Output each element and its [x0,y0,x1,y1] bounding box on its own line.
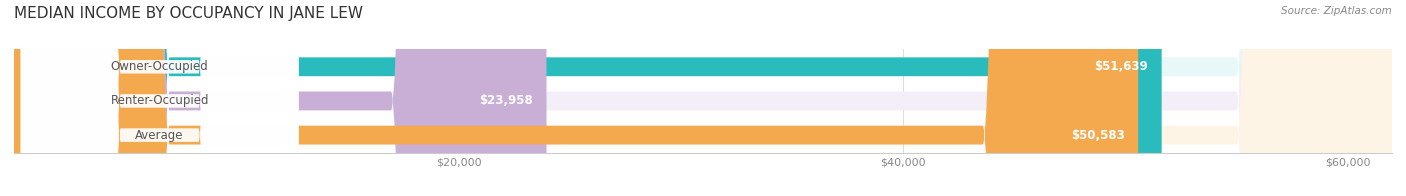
FancyBboxPatch shape [14,0,1139,196]
Text: MEDIAN INCOME BY OCCUPANCY IN JANE LEW: MEDIAN INCOME BY OCCUPANCY IN JANE LEW [14,6,363,21]
Text: $23,958: $23,958 [479,94,533,107]
FancyBboxPatch shape [21,0,298,196]
Text: Source: ZipAtlas.com: Source: ZipAtlas.com [1281,6,1392,16]
Text: Average: Average [135,129,184,142]
FancyBboxPatch shape [14,0,547,196]
Text: $51,639: $51,639 [1095,60,1149,73]
Text: Renter-Occupied: Renter-Occupied [111,94,209,107]
FancyBboxPatch shape [21,0,298,196]
Text: Owner-Occupied: Owner-Occupied [111,60,208,73]
FancyBboxPatch shape [14,0,1161,196]
FancyBboxPatch shape [14,0,1392,196]
FancyBboxPatch shape [14,0,1392,196]
Text: $50,583: $50,583 [1071,129,1125,142]
FancyBboxPatch shape [14,0,1392,196]
FancyBboxPatch shape [21,0,298,196]
